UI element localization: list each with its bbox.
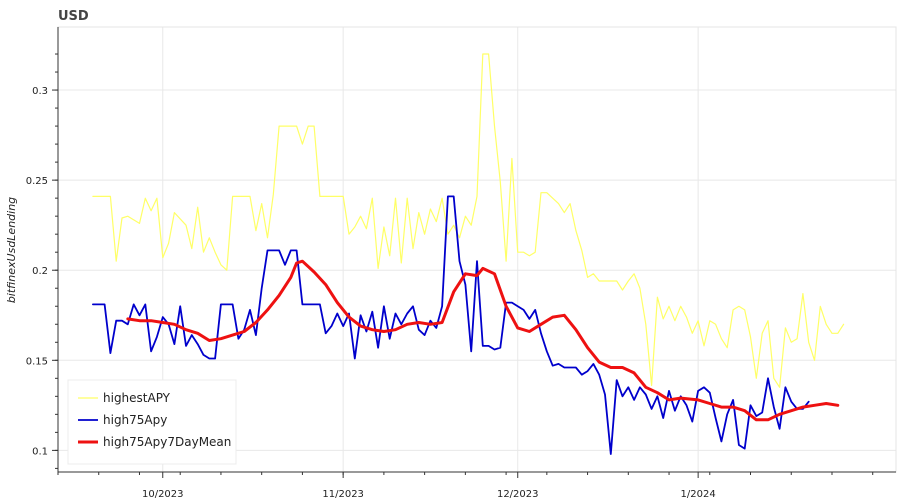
legend-box bbox=[67, 379, 237, 465]
series-line-high75Apy7DayMean bbox=[126, 259, 840, 422]
x-axis: 10/2023 11/2023 12/2023 1/2024 bbox=[57, 471, 896, 500]
y-tick-label: 0.2 bbox=[32, 266, 48, 277]
x-tick-label: 10/2023 bbox=[142, 489, 184, 500]
x-tick-label: 12/2023 bbox=[497, 489, 539, 500]
y-tick-label: 0.25 bbox=[26, 176, 48, 187]
y-axis-label: bitfinexUsdLending bbox=[5, 197, 18, 303]
series-layer bbox=[92, 53, 845, 455]
x-tick-label: 1/2024 bbox=[681, 489, 716, 500]
x-tick-label: 11/2023 bbox=[322, 489, 364, 500]
series-line-highestAPY bbox=[92, 53, 845, 388]
y-axis: 0.1 0.15 0.2 0.25 0.3 bbox=[26, 27, 59, 472]
y-tick-label: 0.1 bbox=[32, 446, 48, 457]
legend: highestAPY high75Apy high75Apy7DayMean bbox=[67, 379, 237, 465]
series-line-high75Apy bbox=[92, 195, 810, 455]
legend-label: high75Apy7DayMean bbox=[103, 435, 231, 449]
legend-label: highestAPY bbox=[103, 391, 171, 405]
chart-title: USD bbox=[58, 9, 89, 24]
y-tick-label: 0.15 bbox=[26, 356, 48, 367]
legend-label: high75Apy bbox=[103, 413, 167, 427]
y-tick-label: 0.3 bbox=[32, 86, 48, 97]
